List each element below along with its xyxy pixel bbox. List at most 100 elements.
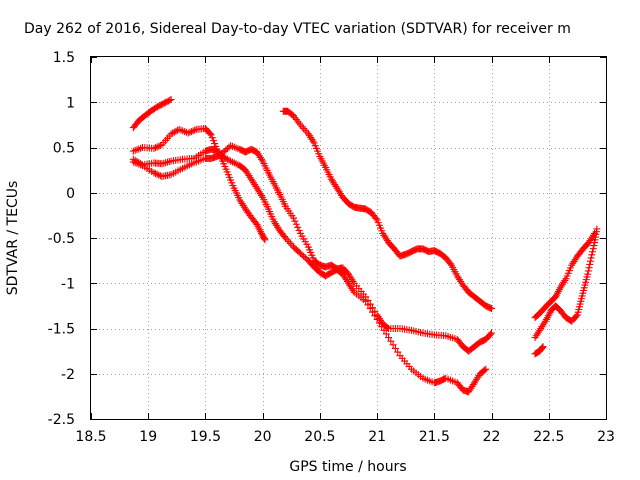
data-point [586, 260, 594, 268]
data-point [223, 145, 231, 153]
data-point [211, 140, 219, 148]
data-point [261, 236, 269, 244]
x-tick-label: 21.5 [419, 429, 450, 445]
data-point [364, 301, 372, 309]
data-point [371, 312, 379, 320]
data-point [389, 341, 397, 349]
series-c [129, 145, 490, 396]
data-point [391, 344, 399, 352]
data-point [572, 312, 580, 320]
data-point [394, 348, 402, 356]
data-point [539, 343, 547, 351]
series-a [129, 124, 269, 244]
data-point [488, 305, 496, 313]
data-point [298, 251, 306, 259]
x-tick-label: 20.5 [304, 429, 335, 445]
data-point [155, 142, 163, 150]
data-point [589, 245, 597, 253]
data-point [486, 330, 494, 338]
y-tick-label: 1 [66, 95, 75, 111]
data-point [220, 147, 228, 155]
x-tick-label: 18.5 [75, 429, 106, 445]
data-point [372, 214, 380, 222]
x-axis-label: GPS time / hours [289, 459, 406, 475]
data-point [295, 226, 303, 234]
plot-frame [90, 56, 607, 420]
data-point [152, 170, 160, 178]
data-point [300, 252, 308, 260]
data-point [150, 144, 158, 152]
data-point [208, 134, 216, 142]
data-point [301, 254, 309, 262]
data-points [129, 96, 601, 396]
series-b [129, 142, 496, 355]
data-point [153, 170, 161, 178]
data-point [588, 251, 596, 259]
data-point [380, 326, 388, 334]
y-tick-label: 0 [66, 186, 75, 202]
y-tick-label: 1.5 [53, 50, 75, 66]
series-d [279, 107, 496, 313]
data-point [587, 254, 595, 262]
data-point [585, 264, 593, 272]
data-point [292, 220, 300, 228]
data-point [446, 260, 454, 268]
data-point [167, 96, 175, 104]
data-point [186, 128, 194, 136]
data-point [481, 366, 489, 374]
y-tick-label: -1 [61, 276, 75, 292]
series-right-2 [531, 229, 599, 322]
data-point [385, 334, 393, 342]
y-tick-label: -0.5 [48, 231, 75, 247]
y-tick-label: -2 [61, 367, 75, 383]
data-point [294, 223, 302, 231]
x-tick-label: 23 [597, 429, 615, 445]
x-tick-label: 22.5 [533, 429, 564, 445]
data-point [153, 143, 161, 151]
data-point [150, 169, 158, 177]
grid [91, 57, 606, 419]
data-point [488, 329, 496, 337]
data-point [382, 330, 390, 338]
data-point [152, 144, 160, 152]
data-point [538, 344, 546, 352]
data-point [191, 126, 199, 134]
data-point [593, 225, 601, 233]
data-point [373, 315, 381, 323]
data-point [260, 235, 268, 243]
x-tick-label: 19.5 [190, 429, 221, 445]
data-point [588, 248, 596, 256]
y-tick-label: -1.5 [48, 322, 75, 338]
data-point [590, 242, 598, 250]
data-point [586, 257, 594, 265]
data-point [290, 214, 298, 222]
data-point [209, 137, 217, 145]
series-right-3 [531, 225, 601, 342]
data-point [584, 270, 592, 278]
data-point [187, 128, 195, 136]
data-point [296, 249, 304, 257]
data-point [222, 146, 230, 154]
y-tick-label: 0.5 [53, 141, 75, 157]
axis-ticks: 18.5 19 19.5 20 20.5 21 21.5 22 22.5 23 1.5 1 0.5 0 -0… [48, 50, 615, 445]
data-point [300, 124, 308, 132]
series-top-short [129, 96, 175, 132]
data-point [301, 126, 309, 134]
data-point [155, 171, 163, 179]
chart-title: Day 262 of 2016, Sidereal Day-to-day VTE… [24, 21, 571, 37]
data-point [362, 297, 370, 305]
y-tick-label: -2.5 [48, 412, 75, 428]
data-point [166, 96, 174, 104]
x-tick-label: 20 [254, 429, 272, 445]
data-point [387, 337, 395, 345]
data-point [584, 267, 592, 275]
x-tick-label: 19 [139, 429, 157, 445]
data-point [291, 217, 299, 225]
data-point [189, 127, 197, 135]
x-tick-label: 21 [368, 429, 386, 445]
data-point [285, 238, 293, 246]
data-point [482, 365, 490, 373]
data-point [369, 308, 377, 316]
data-point [207, 131, 215, 139]
